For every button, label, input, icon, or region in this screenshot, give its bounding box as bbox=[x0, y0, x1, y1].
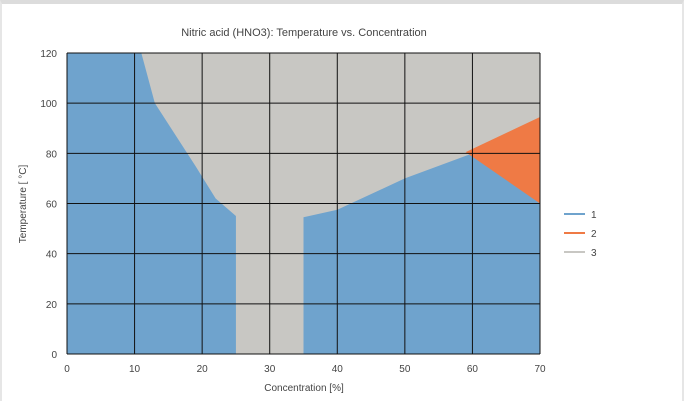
legend-label-2: 2 bbox=[591, 229, 597, 240]
legend-label-3: 3 bbox=[591, 248, 597, 259]
y-tick-label: 40 bbox=[46, 250, 58, 261]
legend-label-1: 1 bbox=[591, 210, 597, 221]
y-tick-label: 0 bbox=[51, 350, 57, 361]
y-tick-label: 120 bbox=[40, 49, 57, 60]
chart-svg: Nitric acid (HNO3): Temperature vs. Conc… bbox=[18, 27, 597, 394]
y-tick-label: 100 bbox=[40, 99, 57, 110]
x-tick-label: 30 bbox=[264, 364, 276, 375]
x-tick-label: 40 bbox=[332, 364, 344, 375]
x-tick-label: 70 bbox=[534, 364, 546, 375]
y-tick-label: 20 bbox=[46, 300, 58, 311]
y-axis-label: Temperature [ °C] bbox=[18, 165, 29, 244]
x-tick-label: 60 bbox=[467, 364, 479, 375]
y-tick-label: 80 bbox=[46, 149, 58, 160]
x-tick-label: 10 bbox=[129, 364, 141, 375]
legend: 1 2 3 bbox=[564, 210, 597, 259]
series-2-region-1 bbox=[465, 116, 540, 204]
x-axis-label: Concentration [%] bbox=[264, 383, 344, 394]
x-tick-label: 0 bbox=[64, 364, 70, 375]
y-tick-label: 60 bbox=[46, 200, 58, 211]
x-tick-label: 50 bbox=[399, 364, 411, 375]
chart-title: Nitric acid (HNO3): Temperature vs. Conc… bbox=[181, 27, 427, 39]
x-tick-label: 20 bbox=[197, 364, 209, 375]
